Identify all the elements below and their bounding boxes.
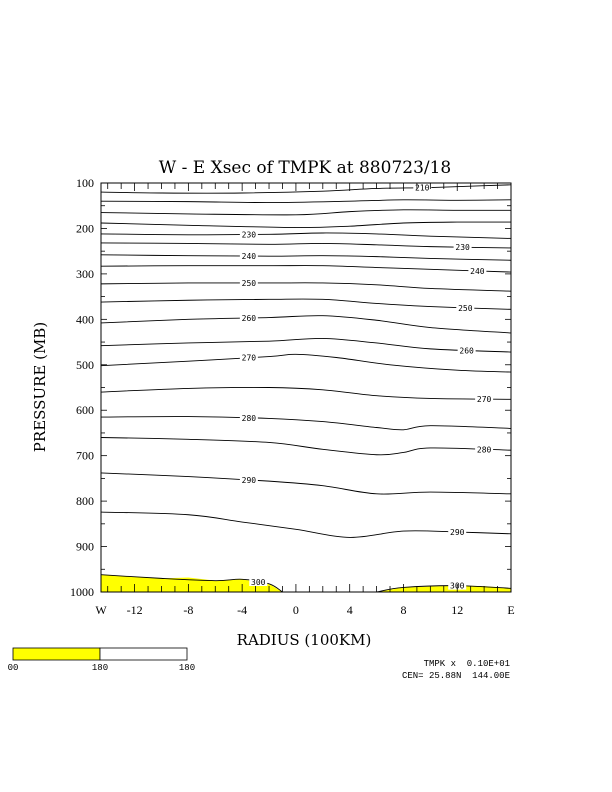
legend-white-segment (99, 647, 188, 661)
contour-line-280 (100, 416, 512, 431)
contour-line-290 (100, 472, 512, 495)
contour-line-270 (100, 353, 512, 373)
contour-label-250: 250 (242, 279, 257, 288)
contour-label-260b: 260 (459, 346, 474, 355)
contour-label-bg (249, 578, 268, 587)
legend-label-right: 180 (179, 663, 195, 673)
contour-line-240 (100, 254, 512, 261)
x-tick-label: -8 (183, 603, 193, 617)
contour-label-bg (475, 395, 494, 404)
x-tick-label: 4 (347, 603, 353, 617)
contour-label-270: 270 (242, 354, 257, 363)
contour-line-300 (100, 574, 283, 593)
y-tick-label: 200 (76, 221, 94, 235)
color-legend-bar: 00 180 180 (8, 647, 195, 673)
contour-line-260 (100, 315, 512, 334)
contour-label-240b: 240 (470, 267, 485, 276)
y-tick-label: 400 (76, 312, 94, 326)
contour-label-bg (448, 528, 467, 537)
y-tick-labels: 100 200 300 400 500 600 700 800 900 1000 (70, 176, 94, 599)
y-tick-label: 300 (76, 267, 94, 281)
fill-region-0 (101, 574, 283, 592)
contour-label-230: 230 (242, 230, 257, 239)
contour-label-bg (475, 445, 494, 454)
y-tick-label: 500 (76, 358, 94, 372)
contour-line-280b (100, 437, 512, 456)
x-tick-label: -4 (237, 603, 247, 617)
contour-label-bg (239, 353, 258, 362)
contour-line-270b (100, 386, 512, 400)
contour-label-bg (239, 413, 258, 422)
legend-yellow-segment (12, 647, 101, 661)
chart-title: W - E Xsec of TMPK at 880723/18 (159, 158, 452, 178)
contour-label-bg (413, 183, 432, 192)
footer-center-text: CEN= 25.88N 144.00E (402, 671, 510, 681)
contour-label-250b: 250 (458, 304, 473, 313)
contour-label-290: 290 (242, 476, 257, 485)
y-axis-label: PRESSURE (MB) (31, 322, 49, 452)
contour-lines (100, 184, 512, 593)
y-tick-label: 900 (76, 540, 94, 554)
contour-label-bg (239, 313, 258, 322)
x-axis-label: RADIUS (100KM) (237, 631, 372, 649)
contour-line-300b (376, 585, 512, 593)
contour-label-300: 300 (251, 578, 266, 587)
contour-line-210 (100, 184, 512, 194)
y-tick-label: 700 (76, 449, 94, 463)
contour-label-240: 240 (242, 252, 257, 261)
contour-label-bg (457, 346, 476, 355)
contour-line-220 (100, 209, 512, 216)
x-tick-label: 8 (400, 603, 406, 617)
contour-label-270b: 270 (477, 395, 492, 404)
contour-label-260: 260 (242, 314, 257, 323)
contour-line-230b (100, 242, 512, 249)
contour-label-280: 280 (242, 414, 257, 423)
y-tick-label: 100 (76, 176, 94, 190)
contour-label-210: 210 (415, 184, 430, 193)
contour-line-250b (100, 298, 512, 310)
contour-line-230 (100, 232, 512, 239)
y-tick-label: 800 (76, 494, 94, 508)
x-tick-label: W (95, 603, 107, 617)
contour-label-bg (239, 252, 258, 261)
contour-label-bg (239, 475, 258, 484)
contour-line-210b (100, 199, 512, 203)
axis-ticks (101, 182, 512, 593)
x-tick-label: E (507, 603, 514, 617)
legend-label-mid: 180 (92, 663, 108, 673)
contour-line-220b (100, 221, 512, 229)
contour-label-290b: 290 (450, 528, 465, 537)
x-tick-label: 0 (293, 603, 299, 617)
x-tick-labels: W -12 -8 -4 0 4 8 12 E (95, 603, 514, 617)
contour-label-280b: 280 (477, 445, 492, 454)
contour-line-250 (100, 282, 512, 292)
contour-line-260b (100, 337, 512, 353)
y-tick-label: 1000 (70, 585, 94, 599)
legend-label-left: 00 (8, 663, 19, 673)
y-tick-label: 600 (76, 403, 94, 417)
footer-scale-text: TMPK x 0.10E+01 (424, 659, 510, 669)
contour-label-bg (453, 243, 472, 252)
contour-label-230b: 230 (455, 243, 470, 252)
contour-label-bg (468, 266, 487, 275)
x-tick-label: -12 (127, 603, 143, 617)
contour-label-bg (239, 230, 258, 239)
contour-label-bg (456, 303, 475, 312)
contour-line-240b (100, 265, 512, 273)
x-tick-label: 12 (451, 603, 463, 617)
contour-label-bg (239, 278, 258, 287)
